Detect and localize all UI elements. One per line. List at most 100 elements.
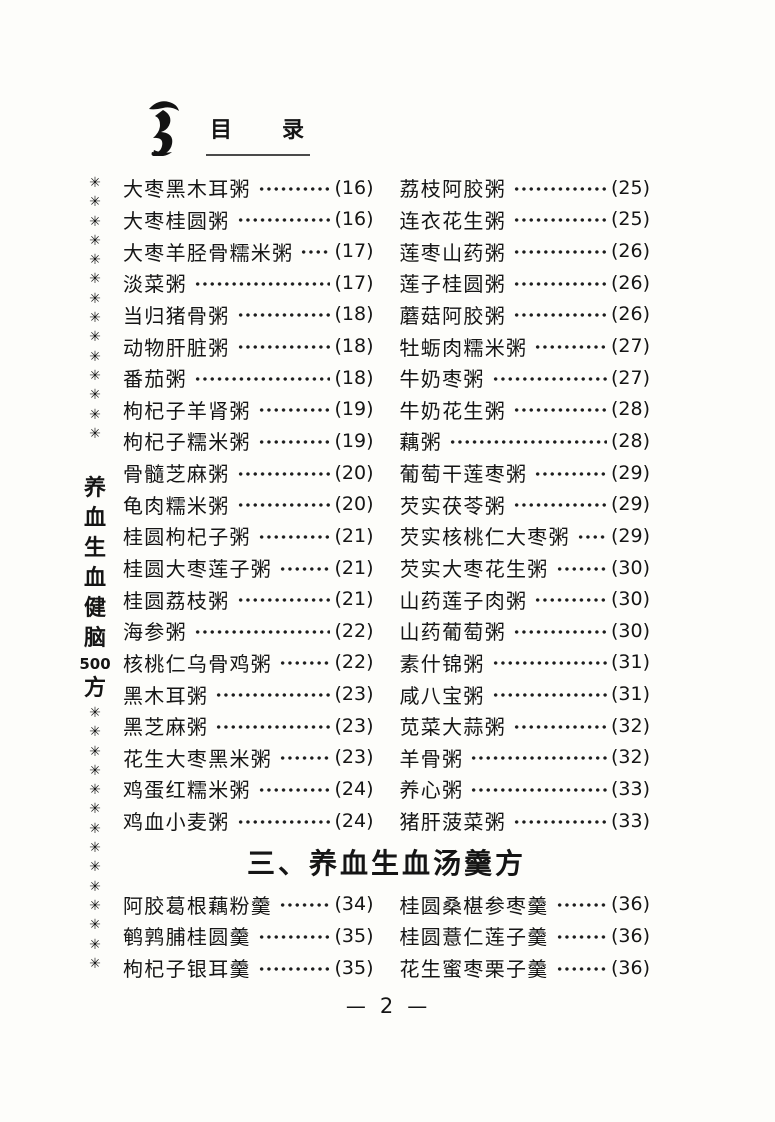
toc-entry: 番茄粥 (18) bbox=[123, 363, 374, 392]
dot-leader bbox=[513, 402, 607, 419]
asterisk-mark-icon: ✳ bbox=[89, 743, 101, 760]
toc-entry: 鹌鹑脯桂圆羹 (35) bbox=[123, 921, 374, 950]
toc-row: 海参粥 (22) 山药葡萄粥 (30) bbox=[123, 615, 650, 647]
asterisk-mark-icon: ✳ bbox=[89, 290, 101, 307]
dot-leader bbox=[236, 339, 331, 356]
dot-leader bbox=[257, 528, 331, 545]
toc-entry: 连衣花生粥 (25) bbox=[400, 205, 651, 234]
toc-row: 动物肝脏粥 (18) 牡蛎肉糯米粥 (27) bbox=[123, 330, 650, 362]
toc-entry: 藕粥 (28) bbox=[400, 426, 651, 455]
entry-title: 龟肉糯米粥 bbox=[123, 493, 230, 518]
toc-entry: 大枣黑木耳粥 (16) bbox=[123, 173, 374, 202]
dot-leader bbox=[449, 433, 607, 450]
toc-entry: 鸡蛋红糯米粥 (24) bbox=[123, 774, 374, 803]
entry-title: 鸡血小麦粥 bbox=[123, 810, 230, 835]
toc-entry: 养心粥 (33) bbox=[400, 774, 651, 803]
entry-page-number: (20) bbox=[334, 493, 374, 516]
entry-title: 枸杞子银耳羹 bbox=[123, 957, 251, 982]
dot-leader bbox=[470, 781, 607, 798]
toc-entry: 芡实茯苓粥 (29) bbox=[400, 490, 651, 519]
toc-section-porridge: 大枣黑木耳粥 (16) 荔枝阿胶粥 (25) 大枣桂圆粥 (16) 连衣花生粥 … bbox=[123, 172, 650, 836]
toc-row: 大枣黑木耳粥 (16) 荔枝阿胶粥 (25) bbox=[123, 172, 650, 204]
dot-leader bbox=[555, 960, 607, 977]
asterisk-mark-icon: ✳ bbox=[89, 955, 101, 972]
asterisk-mark-icon: ✳ bbox=[89, 329, 101, 346]
entry-title: 动物肝脏粥 bbox=[123, 335, 230, 360]
asterisk-mark-icon: ✳ bbox=[89, 762, 101, 779]
toc-entry: 淡菜粥 (17) bbox=[123, 268, 374, 297]
entry-title: 荔枝阿胶粥 bbox=[399, 177, 506, 202]
dot-leader bbox=[534, 592, 607, 609]
toc-entry: 大枣羊胫骨糯米粥 (17) bbox=[123, 237, 374, 266]
dot-leader bbox=[279, 655, 331, 672]
entry-page-number: (26) bbox=[610, 240, 650, 263]
entry-page-number: (32) bbox=[610, 714, 650, 737]
dot-leader bbox=[236, 813, 331, 830]
asterisk-mark-icon: ✳ bbox=[89, 310, 101, 327]
entry-title: 葡萄干莲枣粥 bbox=[399, 462, 528, 487]
dot-leader bbox=[236, 307, 331, 324]
entry-page-number: (36) bbox=[610, 956, 650, 979]
entry-page-number: (25) bbox=[610, 176, 650, 199]
entry-page-number: (23) bbox=[334, 714, 374, 737]
entry-title: 大枣桂圆粥 bbox=[123, 208, 230, 233]
entry-title: 素什锦粥 bbox=[399, 651, 485, 676]
asterisk-mark-icon: ✳ bbox=[89, 724, 101, 741]
toc-entry: 牛奶枣粥 (27) bbox=[400, 363, 651, 392]
toc-entry: 羊骨粥 (32) bbox=[400, 743, 651, 772]
dot-leader bbox=[257, 433, 331, 450]
entry-page-number: (22) bbox=[334, 619, 374, 642]
page-footer: — 2 — bbox=[123, 989, 650, 1023]
entry-title: 枸杞子糯米粥 bbox=[123, 430, 251, 455]
toc-row: 龟肉糯米粥 (20) 芡实茯苓粥 (29) bbox=[123, 488, 650, 520]
toc-entry: 牛奶花生粥 (28) bbox=[400, 395, 651, 424]
asterisk-mark-icon: ✳ bbox=[89, 406, 101, 423]
toc-entry: 鸡血小麦粥 (24) bbox=[123, 806, 374, 835]
asterisk-mark-icon: ✳ bbox=[89, 425, 101, 442]
dot-leader bbox=[279, 750, 331, 767]
entry-page-number: (28) bbox=[610, 429, 650, 452]
book-title-char: 脑 bbox=[83, 626, 106, 651]
toc-entry: 芡实大枣花生粥 (30) bbox=[400, 553, 651, 582]
dot-leader bbox=[193, 275, 331, 292]
entry-title: 鸡蛋红糯米粥 bbox=[123, 778, 251, 803]
asterisk-mark-icon: ✳ bbox=[89, 859, 101, 876]
asterisk-mark-icon: ✳ bbox=[89, 917, 101, 934]
entry-title: 大枣黑木耳粥 bbox=[123, 177, 251, 202]
asterisk-mark-icon: ✳ bbox=[89, 897, 101, 914]
toc-row: 大枣羊胫骨糯米粥 (17) 莲枣山药粥 (26) bbox=[123, 235, 650, 267]
entry-title: 花生大枣黑米粥 bbox=[123, 746, 273, 771]
entry-page-number: (35) bbox=[334, 924, 374, 947]
entry-page-number: (19) bbox=[334, 429, 374, 452]
entry-page-number: (16) bbox=[334, 176, 374, 199]
dot-leader bbox=[193, 370, 331, 387]
entry-title: 连衣花生粥 bbox=[399, 208, 506, 233]
toc-row: 桂圆荔枝粥 (21) 山药莲子肉粥 (30) bbox=[123, 583, 650, 615]
toc-entry: 山药莲子肉粥 (30) bbox=[400, 585, 651, 614]
toc-entry: 山药葡萄粥 (30) bbox=[400, 616, 651, 645]
dot-leader bbox=[576, 528, 607, 545]
dot-leader bbox=[279, 897, 331, 914]
asterisk-mark-icon: ✳ bbox=[89, 840, 101, 857]
section-heading: 三、养血生血汤羹方 bbox=[246, 847, 526, 881]
entry-page-number: (33) bbox=[610, 777, 650, 800]
entry-title: 羊骨粥 bbox=[399, 746, 464, 771]
toc-entry: 骨髓芝麻粥 (20) bbox=[123, 458, 374, 487]
toc-entry: 海参粥 (22) bbox=[123, 616, 374, 645]
entry-title: 枸杞子羊肾粥 bbox=[123, 398, 251, 423]
footer-dash-left: — bbox=[345, 994, 366, 1019]
book-title-char: 方 bbox=[83, 676, 106, 701]
dot-leader bbox=[513, 275, 607, 292]
asterisk-mark-icon: ✳ bbox=[89, 387, 101, 404]
toc-entry: 大枣桂圆粥 (16) bbox=[123, 205, 374, 234]
toc-row: 当归猪骨粥 (18) 蘑菇阿胶粥 (26) bbox=[123, 299, 650, 331]
entry-page-number: (19) bbox=[334, 398, 374, 421]
dot-leader bbox=[513, 623, 607, 640]
entry-page-number: (24) bbox=[334, 809, 374, 832]
toc-row: 阿胶葛根藕粉羹 (34) 桂圆桑椹参枣羹 (36) bbox=[123, 888, 650, 920]
dot-leader bbox=[236, 212, 331, 229]
entry-page-number: (30) bbox=[610, 556, 650, 579]
dot-leader bbox=[300, 244, 331, 261]
dot-leader bbox=[215, 718, 331, 735]
toc-entry: 当归猪骨粥 (18) bbox=[123, 300, 374, 329]
